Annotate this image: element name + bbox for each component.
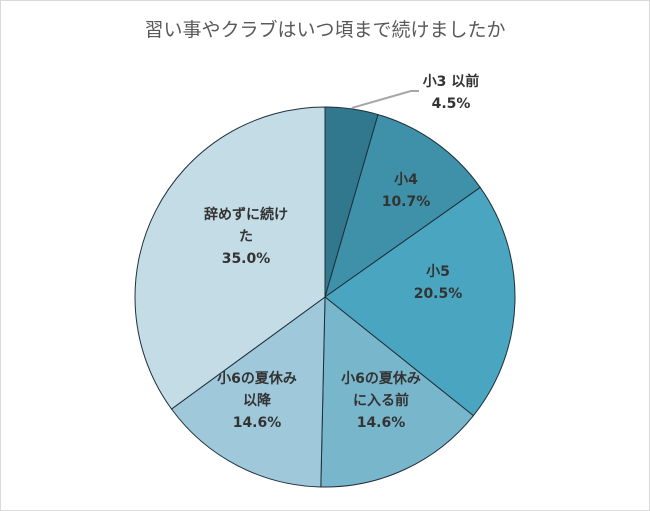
leader-line <box>351 90 419 109</box>
slice-label-5-line-0: 辞めずに続け <box>204 206 288 223</box>
slice-value-5: 35.0% <box>222 251 271 267</box>
pie-slice-1 <box>324 113 481 299</box>
slice-label-0-line-0: 小3 以前 <box>423 73 480 90</box>
slice-value-0: 4.5% <box>432 96 471 112</box>
chart-title: 習い事やクラブはいつ頃まで続けましたか <box>144 19 506 41</box>
slice-label-4-line-0: 小6の夏休み <box>217 370 297 387</box>
slice-value-2: 20.5% <box>414 286 463 302</box>
slice-label-3-line-1: に入る前 <box>353 392 409 409</box>
slice-value-1: 10.7% <box>382 194 431 210</box>
slice-label-2-line-0: 小5 <box>426 264 450 280</box>
slice-label-3-line-0: 小6の夏休み <box>341 370 421 387</box>
slice-value-3: 14.6% <box>357 415 406 431</box>
slice-label-1-line-0: 小4 <box>394 172 418 188</box>
pie-slice-2 <box>324 186 516 417</box>
slice-label-4-line-1: 以降 <box>243 392 272 409</box>
slice-label-5-line-1: た <box>239 229 253 245</box>
slice-value-4: 14.6% <box>233 415 282 431</box>
pie-slice-4 <box>170 295 326 488</box>
pie-slice-3 <box>320 295 475 488</box>
pie-slice-5 <box>134 106 326 410</box>
